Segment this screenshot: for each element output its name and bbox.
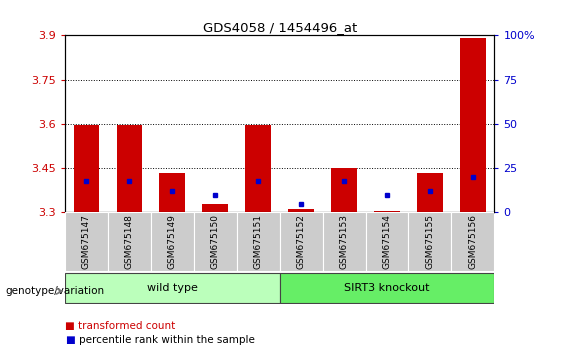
Bar [116,125,142,212]
Bar [194,212,237,271]
Text: GSM675149: GSM675149 [168,214,177,269]
Bar [65,212,108,271]
Text: GSM675155: GSM675155 [425,214,434,269]
Bar [323,212,366,271]
Text: GSM675156: GSM675156 [468,214,477,269]
Bar [108,212,151,271]
Bar [73,125,99,212]
Bar [65,273,280,303]
Bar [280,212,323,271]
Bar [374,211,400,212]
Title: GDS4058 / 1454496_at: GDS4058 / 1454496_at [202,21,357,34]
Bar [331,168,357,212]
Bar [151,212,194,271]
Text: ■ transformed count: ■ transformed count [65,321,175,331]
Bar [460,38,486,212]
Text: ■: ■ [65,335,75,345]
Bar [408,212,451,271]
Text: percentile rank within the sample: percentile rank within the sample [79,335,255,345]
Bar [288,210,314,212]
Bar [202,204,228,212]
Text: genotype/variation: genotype/variation [6,286,105,296]
Text: GSM675151: GSM675151 [254,214,263,269]
Text: wild type: wild type [147,282,198,293]
Text: GSM675147: GSM675147 [82,214,91,269]
Bar [451,212,494,271]
Bar [245,125,271,212]
Bar [417,172,443,212]
Text: GSM675150: GSM675150 [211,214,220,269]
Text: GSM675153: GSM675153 [340,214,349,269]
Text: SIRT3 knockout: SIRT3 knockout [344,282,430,293]
Text: GSM675152: GSM675152 [297,214,306,269]
Text: GSM675148: GSM675148 [125,214,134,269]
Bar [280,273,494,303]
Bar [159,172,185,212]
Bar [237,212,280,271]
Text: GSM675154: GSM675154 [383,214,392,269]
Bar [366,212,408,271]
